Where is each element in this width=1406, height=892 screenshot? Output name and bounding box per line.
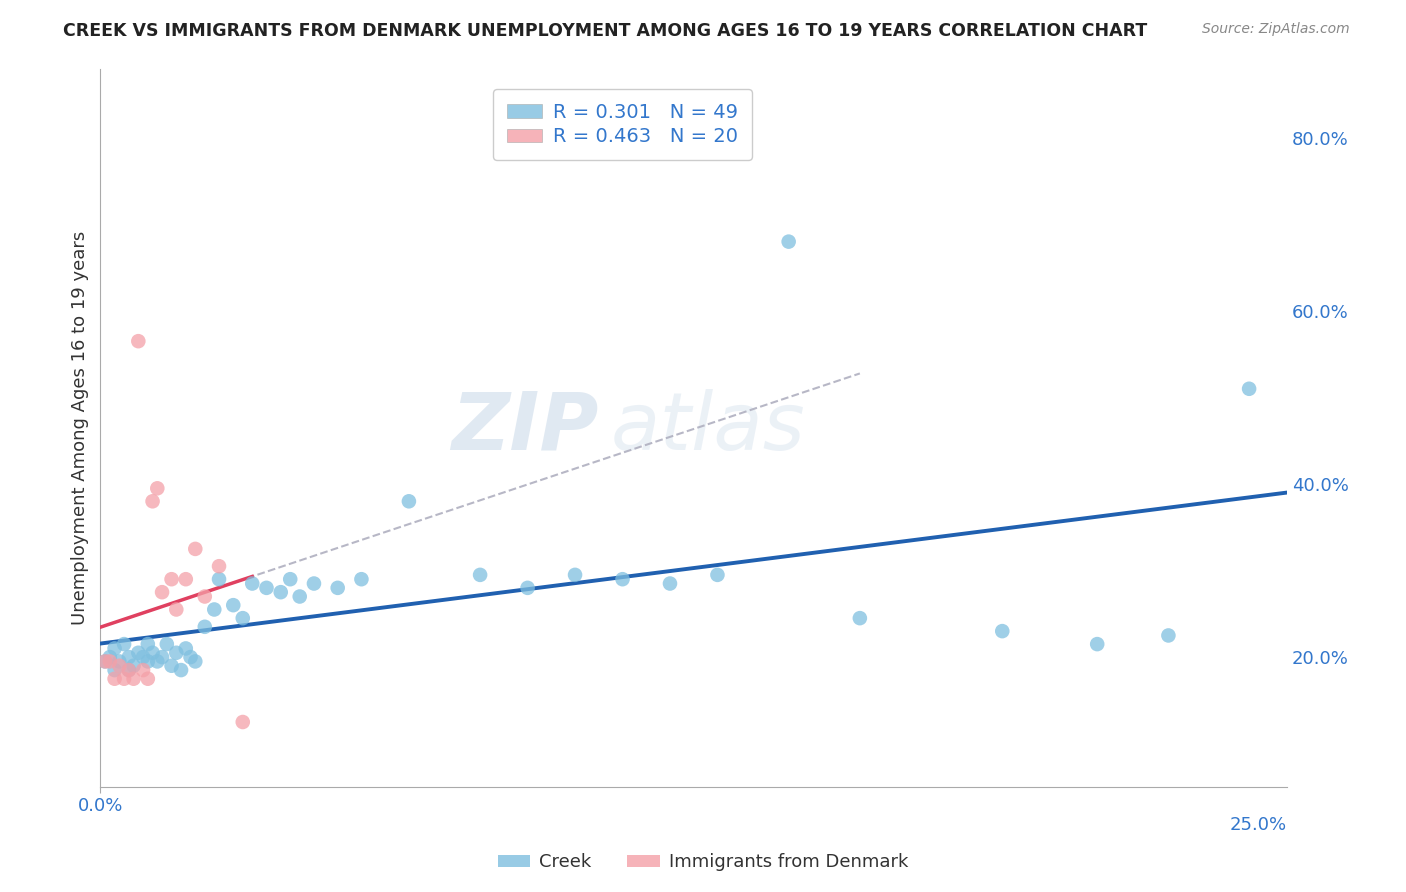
Point — [350, 572, 373, 586]
Point — [1085, 637, 1108, 651]
Point — [127, 334, 149, 348]
Point — [706, 567, 728, 582]
Point — [278, 572, 301, 586]
Point — [118, 650, 141, 665]
Point — [1237, 382, 1260, 396]
Point — [326, 581, 349, 595]
Point — [136, 637, 159, 651]
Text: atlas: atlas — [610, 389, 806, 467]
Point — [118, 663, 141, 677]
Point — [165, 602, 187, 616]
Point — [165, 646, 187, 660]
Point — [270, 585, 292, 599]
Point — [194, 620, 217, 634]
Point — [302, 576, 325, 591]
Point — [398, 494, 420, 508]
Point — [232, 714, 254, 729]
Point — [136, 655, 159, 669]
Point — [108, 658, 131, 673]
Point — [104, 672, 127, 686]
Point — [108, 655, 131, 669]
Point — [564, 567, 586, 582]
Y-axis label: Unemployment Among Ages 16 to 19 years: Unemployment Among Ages 16 to 19 years — [72, 231, 89, 625]
Point — [194, 590, 217, 604]
Point — [991, 624, 1014, 639]
Point — [104, 641, 127, 656]
Point — [160, 658, 183, 673]
Point — [778, 235, 800, 249]
Text: Source: ZipAtlas.com: Source: ZipAtlas.com — [1202, 22, 1350, 37]
Point — [112, 637, 135, 651]
Point — [468, 567, 491, 582]
Point — [132, 650, 155, 665]
Point — [659, 576, 682, 591]
Point — [174, 641, 197, 656]
Point — [516, 581, 538, 595]
Point — [202, 602, 225, 616]
Point — [98, 655, 121, 669]
Point — [122, 672, 145, 686]
Point — [232, 611, 254, 625]
Point — [98, 650, 121, 665]
Text: ZIP: ZIP — [451, 389, 599, 467]
Legend: Creek, Immigrants from Denmark: Creek, Immigrants from Denmark — [491, 847, 915, 879]
Point — [288, 590, 311, 604]
Point — [142, 646, 165, 660]
Text: CREEK VS IMMIGRANTS FROM DENMARK UNEMPLOYMENT AMONG AGES 16 TO 19 YEARS CORRELAT: CREEK VS IMMIGRANTS FROM DENMARK UNEMPLO… — [63, 22, 1147, 40]
Legend: R = 0.301   N = 49, R = 0.463   N = 20: R = 0.301 N = 49, R = 0.463 N = 20 — [494, 89, 752, 160]
Point — [1157, 628, 1180, 642]
Point — [612, 572, 634, 586]
Point — [208, 572, 231, 586]
Point — [146, 655, 169, 669]
Point — [160, 572, 183, 586]
Point — [104, 663, 127, 677]
Point — [150, 585, 173, 599]
Point — [156, 637, 179, 651]
Point — [184, 541, 207, 556]
Point — [142, 494, 165, 508]
Point — [136, 672, 159, 686]
Point — [208, 559, 231, 574]
Point — [849, 611, 872, 625]
Point — [122, 658, 145, 673]
Point — [127, 646, 149, 660]
Point — [146, 481, 169, 495]
Point — [180, 650, 202, 665]
Point — [112, 672, 135, 686]
Point — [170, 663, 193, 677]
Point — [256, 581, 278, 595]
Point — [94, 655, 117, 669]
Point — [222, 598, 245, 612]
Point — [118, 663, 141, 677]
Point — [150, 650, 173, 665]
Point — [174, 572, 197, 586]
Point — [132, 663, 155, 677]
Point — [184, 655, 207, 669]
Point — [94, 655, 117, 669]
Text: 25.0%: 25.0% — [1230, 815, 1286, 834]
Point — [240, 576, 263, 591]
